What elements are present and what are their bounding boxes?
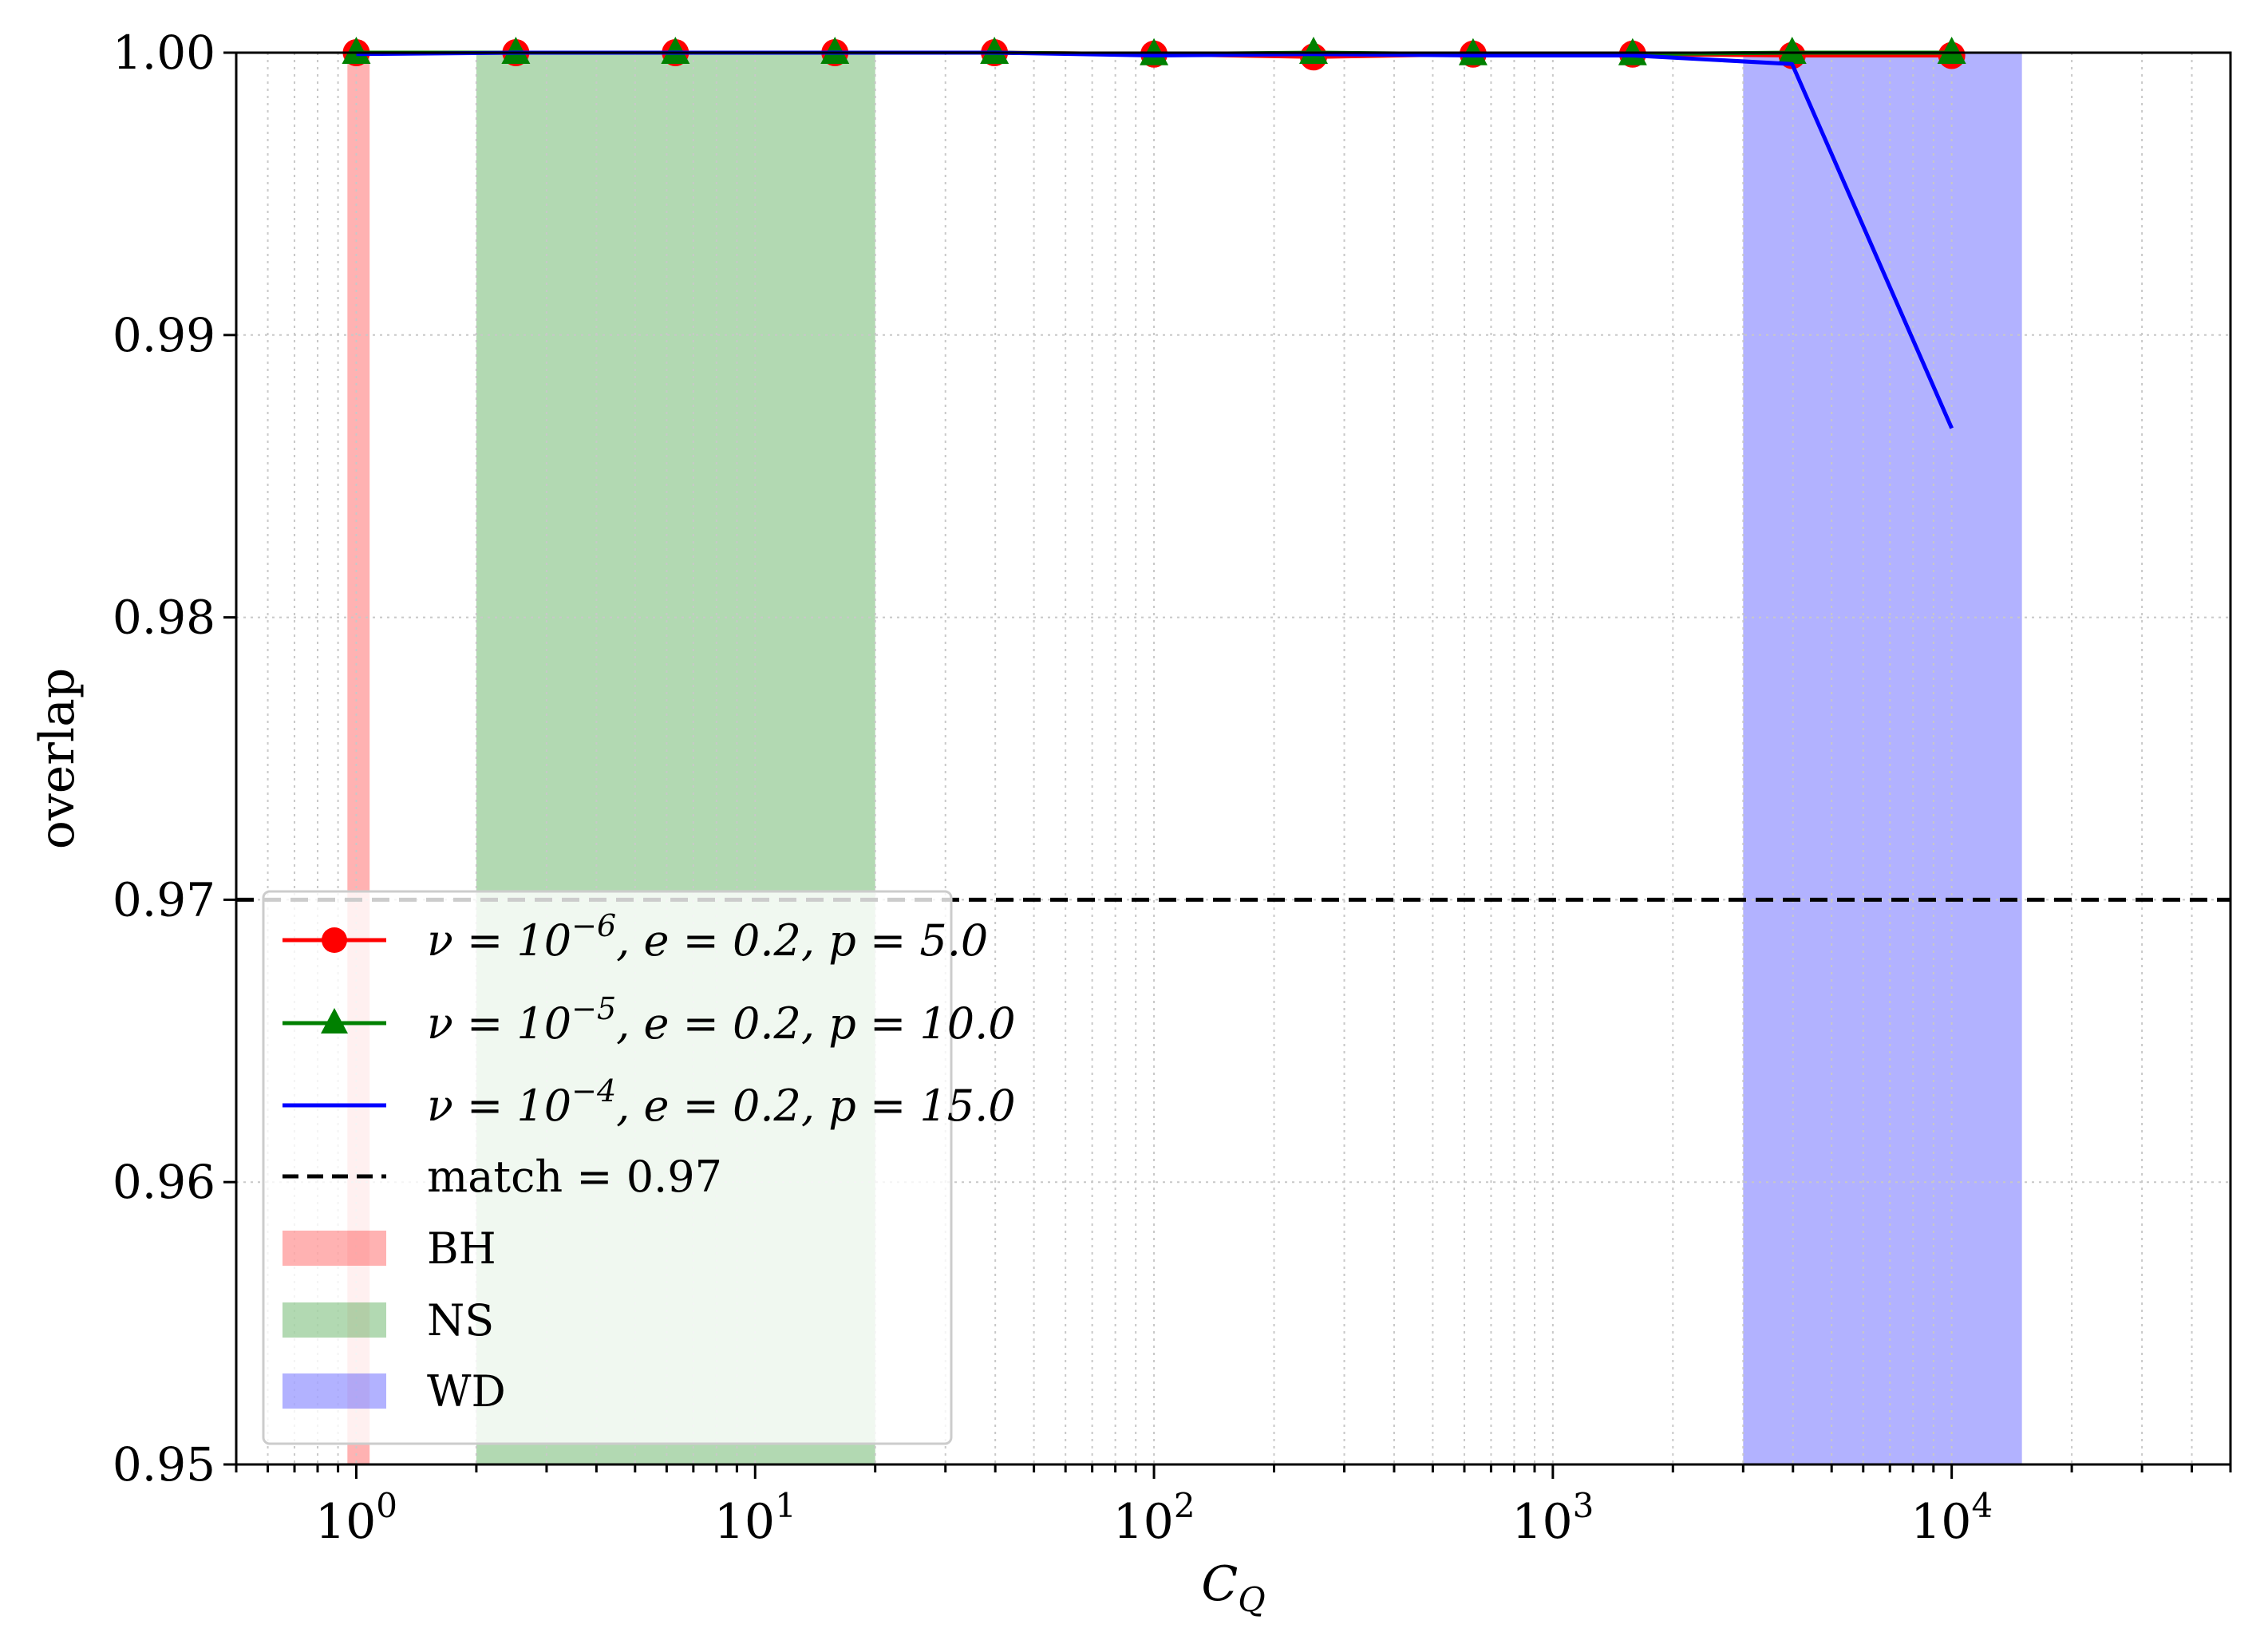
series-2-point	[501, 37, 531, 64]
x-tick-label-exponent: 1	[775, 1486, 796, 1525]
series-2-point	[661, 37, 690, 64]
x-tick-label: 100	[315, 1486, 397, 1550]
x-axis-title-main: C	[1201, 1556, 1238, 1612]
legend-band-wd-swatch	[283, 1373, 386, 1409]
legend-label-exponent: −4	[571, 1073, 616, 1109]
y-tick-label: 1.00	[113, 26, 215, 80]
x-axis-title-sub: Q	[1238, 1580, 1265, 1619]
legend-match-label: match = 0.97	[427, 1152, 722, 1202]
y-tick-label: 0.98	[113, 591, 215, 645]
legend-label-exponent: −5	[571, 991, 616, 1026]
legend-label-rest: , e = 0.2, p = 10.0	[616, 998, 1015, 1049]
x-tick-label: 103	[1511, 1486, 1594, 1550]
series-2-point	[820, 37, 850, 64]
x-tick-label: 101	[714, 1486, 796, 1550]
legend: ν = 10−6, e = 0.2, p = 5.0ν = 10−5, e = …	[262, 890, 1016, 1445]
legend-band-ns-label: NS	[427, 1295, 494, 1346]
series-2-point	[1298, 37, 1328, 64]
legend-band-bh-swatch	[283, 1231, 386, 1266]
legend-series-2-label: ν = 10−5, e = 0.2, p = 10.0	[427, 991, 1016, 1049]
x-tick-label-base: 10	[1113, 1494, 1174, 1550]
y-tick-label: 0.97	[113, 872, 215, 927]
series-2-point	[980, 37, 1010, 64]
x-tick-label-exponent: 0	[376, 1486, 397, 1525]
series-2-point	[1777, 37, 1807, 64]
legend-series-1-marker	[322, 927, 347, 953]
y-tick-label: 0.95	[113, 1437, 215, 1492]
band-wd	[1743, 53, 2022, 1464]
legend-series-3-label: ν = 10−4, e = 0.2, p = 15.0	[427, 1073, 1016, 1131]
x-tick-label: 104	[1910, 1486, 1993, 1550]
y-tick-label: 0.96	[113, 1155, 215, 1209]
legend-series-2-marker	[321, 1008, 348, 1033]
legend-series-1-label: ν = 10−6, e = 0.2, p = 5.0	[427, 908, 988, 966]
legend-label-rest: , e = 0.2, p = 5.0	[616, 915, 988, 966]
x-tick-label-base: 10	[714, 1494, 775, 1550]
x-tick-label-base: 10	[315, 1494, 376, 1550]
legend-label-main: ν = 10	[427, 915, 571, 966]
legend-band-ns-swatch	[283, 1302, 386, 1338]
series-2-point	[1937, 37, 1966, 64]
legend-label-main: ν = 10	[427, 1081, 571, 1131]
y-axis-title: overlap	[30, 668, 85, 850]
legend-band-bh-label: BH	[427, 1223, 496, 1274]
x-tick-label-exponent: 4	[1971, 1486, 1993, 1525]
legend-label-exponent: −6	[571, 908, 616, 943]
legend-label-main: ν = 10	[427, 998, 571, 1049]
plot-frame	[235, 51, 2232, 1466]
x-tick-label: 102	[1113, 1486, 1195, 1550]
x-tick-label-base: 10	[1910, 1494, 1971, 1550]
legend-box	[262, 890, 953, 1445]
x-axis-title: CQ	[1201, 1556, 1265, 1619]
x-tick-label-exponent: 2	[1174, 1486, 1195, 1525]
x-tick-label-exponent: 3	[1573, 1486, 1594, 1525]
series-2-point	[342, 37, 371, 64]
x-tick-label-base: 10	[1511, 1494, 1572, 1550]
legend-label-rest: , e = 0.2, p = 15.0	[616, 1081, 1015, 1131]
legend-band-wd-label: WD	[427, 1366, 506, 1417]
y-tick-label: 0.99	[113, 308, 215, 362]
